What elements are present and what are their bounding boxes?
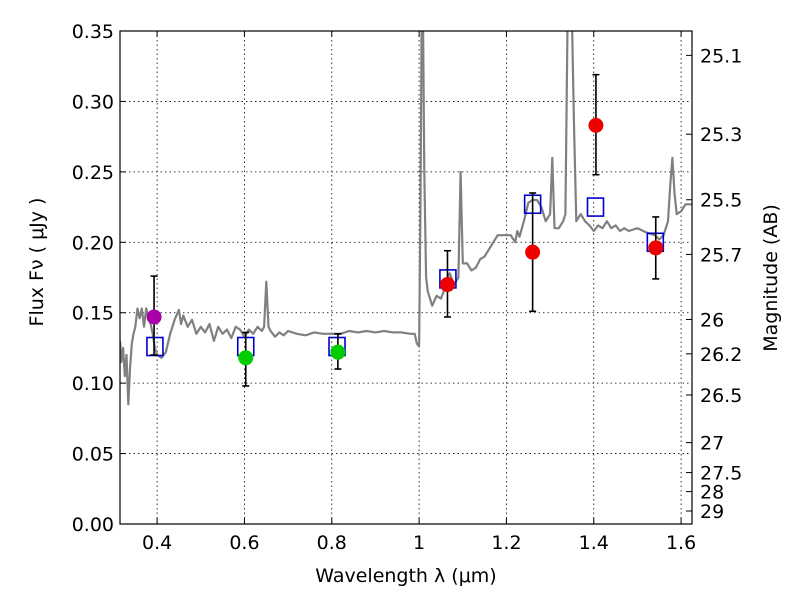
observed-photometry-point [238,350,254,366]
right-tick-label: 25.3 [700,124,742,146]
y-axis-label: Flux Fν ( μJy ) [26,198,48,327]
right-tick-label: 26 [700,309,724,331]
plot-frame [119,30,693,525]
spectrum-line [120,31,692,406]
observed-photometry-point [330,344,346,360]
right-axis-label: Magnitude (AB) [760,204,782,352]
model-photometry-square [586,197,605,217]
x-tick-label: 1.4 [579,532,609,554]
y-tick-label: 0.05 [72,444,114,466]
y-tick-label: 0.10 [72,373,114,395]
observed-photometry-point [439,277,455,293]
observed-photometry-point [525,244,541,260]
x-tick-label: 0.6 [229,532,259,554]
x-tick-label: 0.8 [317,532,347,554]
y-tick-label: 0.15 [72,303,114,325]
right-tick-label: 26.2 [700,344,742,366]
x-axis-label: Wavelength λ (μm) [315,565,496,587]
right-tick-label: 27.5 [700,463,742,485]
x-tick-label: 1.2 [491,532,521,554]
x-tick-label: 1.6 [666,532,696,554]
right-tick-label: 25.7 [700,244,742,266]
right-tick-label: 26.5 [700,385,742,407]
observed-photometry-point [146,309,162,325]
x-tick-label: 0.4 [142,532,172,554]
right-tick-label: 25.1 [700,45,742,67]
grid [120,30,692,525]
y-tick-label: 0.20 [72,232,114,254]
y-tick-label: 0.25 [72,162,114,184]
ticks: 0.4 0.6 0.8 1 1.2 1.4 1.6 0.00 0.05 0.10 0.15 0.20 0… [72,21,743,554]
plot-area [120,31,692,406]
x-tick-label: 1 [413,532,425,554]
right-tick-label: 29 [700,501,724,523]
y-tick-label: 0.30 [72,91,114,113]
y-tick-label: 0.00 [72,514,114,536]
right-tick-label: 28 [700,482,724,504]
observed-photometry-point [588,117,604,133]
y-tick-label: 0.35 [72,21,114,43]
right-tick-label: 27 [700,433,724,455]
right-tick-label: 25.5 [700,190,742,212]
observed-photometry-point [648,240,664,256]
